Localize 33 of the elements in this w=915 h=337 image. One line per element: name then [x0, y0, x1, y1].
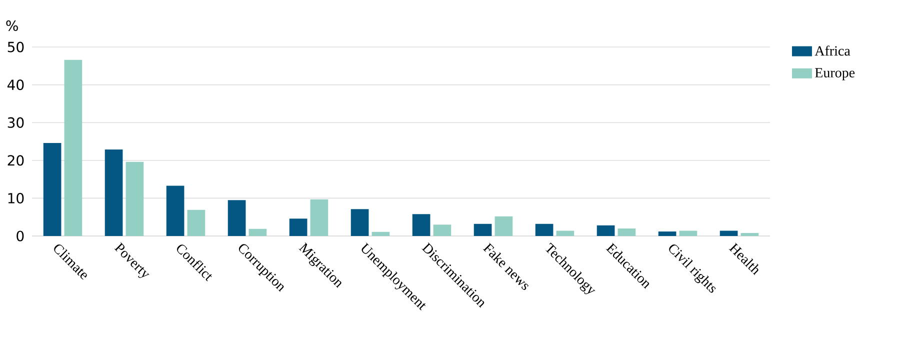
- bar: [350, 209, 369, 236]
- bar: [474, 224, 492, 236]
- bar: [412, 214, 430, 236]
- y-tick-label: 50: [8, 42, 24, 52]
- bar: [618, 228, 636, 236]
- bar: [596, 225, 615, 236]
- bar: [658, 231, 676, 236]
- bar: [433, 224, 452, 236]
- bar: [43, 143, 62, 236]
- bar: [535, 224, 554, 236]
- y-tick-label: 0: [16, 230, 24, 242]
- bar: [126, 162, 144, 236]
- legend-label: Europe: [815, 68, 855, 80]
- y-tick-label: 10: [8, 192, 24, 204]
- bar: [740, 232, 759, 236]
- bar: [679, 230, 698, 236]
- bar: [372, 232, 390, 236]
- bar: [289, 218, 308, 236]
- bar: [494, 216, 513, 236]
- y-tick-label: 30: [8, 117, 24, 128]
- bar: [64, 60, 82, 236]
- bar: [187, 210, 206, 236]
- bar: [228, 200, 246, 236]
- bar: [166, 186, 184, 236]
- bar: [310, 199, 328, 236]
- y-axis-title: %: [6, 20, 18, 31]
- bar: [248, 228, 267, 236]
- bar: [720, 230, 738, 236]
- y-tick-label: 40: [8, 80, 24, 90]
- bar: [556, 230, 574, 236]
- legend-label: Africa: [814, 46, 850, 56]
- bar: [104, 149, 123, 236]
- y-tick-label: 20: [8, 155, 24, 166]
